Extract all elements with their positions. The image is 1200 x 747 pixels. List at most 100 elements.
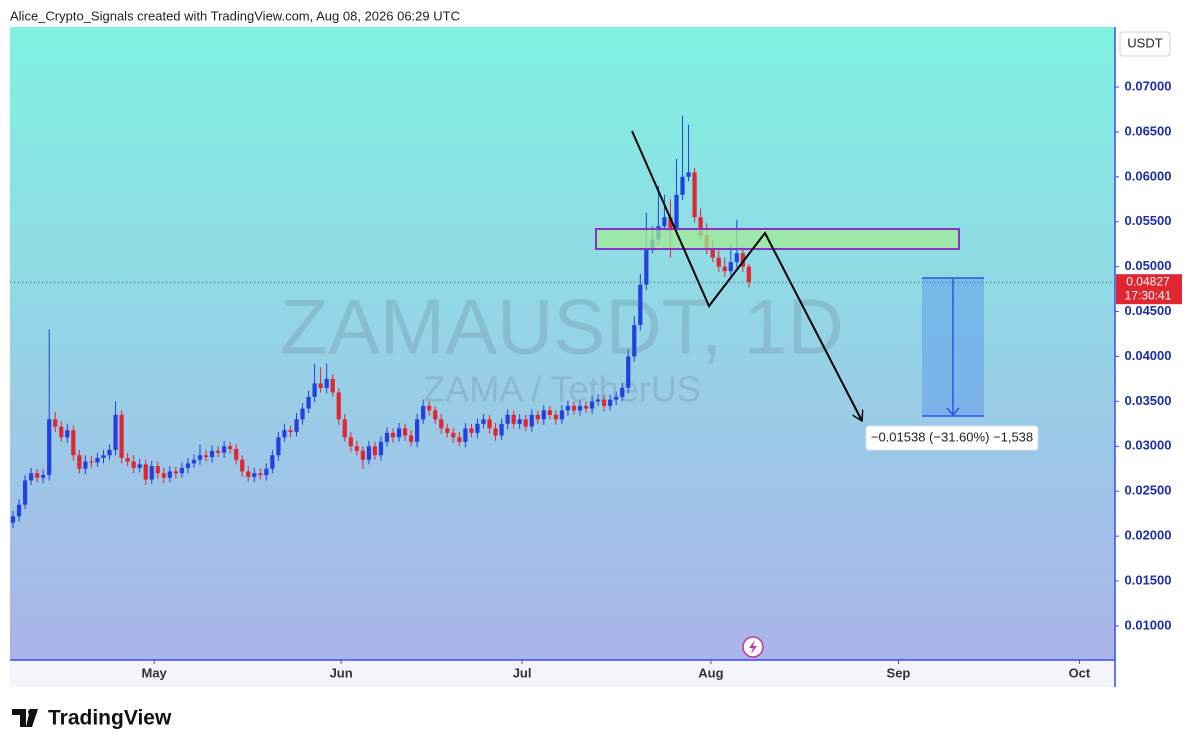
x-tick-label: Aug: [698, 665, 723, 680]
candle-body: [354, 446, 359, 451]
candle-body: [10, 516, 16, 523]
candle-body: [240, 459, 245, 472]
candle-body: [306, 396, 311, 409]
candle-body: [602, 399, 607, 406]
candle-body: [734, 253, 739, 263]
candle-body: [595, 399, 601, 402]
candle-body: [384, 432, 390, 442]
candle-body: [360, 450, 365, 460]
x-tick-label: Jun: [330, 665, 353, 680]
candle-body: [16, 504, 22, 517]
candle-body: [246, 471, 251, 477]
candle-body: [481, 419, 486, 424]
candle-body: [143, 464, 148, 480]
candle-body: [457, 437, 462, 442]
candle-body: [626, 356, 631, 388]
x-tick-label: Sep: [887, 665, 911, 680]
candle-body: [336, 392, 341, 420]
y-tick-label: 0.06500: [1125, 123, 1172, 138]
candle-body: [35, 473, 40, 478]
candle-body: [517, 419, 522, 424]
candle-body: [559, 410, 565, 420]
candle-body: [728, 262, 733, 272]
candle-body: [95, 457, 100, 463]
candle-body: [179, 467, 185, 474]
candle-body: [740, 253, 745, 267]
candle-body: [161, 473, 166, 478]
candle-body: [83, 461, 88, 469]
y-tick-label: 0.03000: [1125, 438, 1172, 453]
candle-body: [686, 172, 691, 177]
y-tick-label: 0.02000: [1125, 528, 1172, 543]
y-tick-label: 0.03500: [1125, 393, 1172, 408]
y-tick-label: 0.04500: [1125, 303, 1172, 318]
candle-body: [421, 405, 426, 420]
resistance-zone: [595, 228, 960, 250]
candle-body: [209, 450, 215, 458]
candle-body: [638, 284, 643, 326]
candle-body: [451, 432, 456, 438]
candle-body: [228, 446, 233, 449]
candle-body: [433, 410, 438, 420]
candle-body: [167, 471, 172, 478]
candle-body: [547, 410, 552, 415]
candle-body: [710, 248, 715, 258]
candle-body: [445, 428, 450, 433]
candle-body: [716, 257, 721, 267]
y-tick-label: 0.01000: [1125, 617, 1172, 632]
candle-body: [342, 419, 347, 438]
candle-body: [300, 408, 305, 420]
currency-box[interactable]: [1119, 31, 1171, 57]
currency: USDT: [1127, 35, 1162, 50]
candle-body: [107, 449, 112, 456]
candle-body: [583, 405, 589, 409]
candle-body: [553, 414, 558, 420]
candle-body: [330, 378, 335, 393]
candle-body: [475, 423, 480, 433]
candle-body: [252, 473, 257, 477]
candle-body: [493, 428, 498, 436]
measure-label: −0.01538 (−31.60%) −1,538: [871, 429, 1033, 444]
candle-body: [89, 461, 94, 463]
candle-body: [28, 473, 34, 481]
candle-body: [372, 446, 378, 456]
candle-body: [535, 414, 540, 420]
candle-body: [390, 432, 396, 438]
candle-body: [137, 464, 142, 468]
candle-body: [463, 428, 468, 442]
candle-body: [439, 419, 444, 429]
candle-body: [203, 455, 209, 458]
candle-body: [408, 435, 414, 442]
last-price-box: [1116, 274, 1182, 305]
y-tick-label: 0.04000: [1125, 348, 1172, 363]
countdown: 17:30:41: [1125, 288, 1172, 302]
candle-body: [173, 471, 178, 474]
x-tick-label: May: [142, 665, 168, 680]
candle-body: [378, 441, 384, 456]
candle-body: [614, 396, 619, 400]
last-price-label: 0.04827: [1126, 274, 1170, 288]
candle-body: [529, 414, 534, 427]
candle-body: [608, 399, 613, 406]
candle-body: [318, 383, 323, 388]
candle-body: [77, 455, 82, 469]
candle-body: [258, 473, 263, 476]
candle-body: [523, 419, 528, 427]
candle-body: [565, 405, 571, 411]
projection-path: [631, 130, 862, 421]
candle-body: [294, 419, 299, 432]
candle-body: [541, 410, 546, 420]
candle-body: [415, 419, 420, 442]
y-tick-label: 0.07000: [1125, 78, 1172, 93]
candle-body: [264, 468, 269, 476]
candle-body: [644, 248, 649, 285]
candle-body: [324, 378, 329, 388]
candle-body: [155, 466, 160, 474]
candle-body: [620, 387, 625, 397]
candle-body: [41, 475, 46, 478]
candle-body: [668, 217, 673, 231]
candle-body: [149, 466, 154, 480]
candle-body: [698, 217, 703, 236]
y-tick-label: 0.06000: [1125, 168, 1172, 183]
candle-body: [222, 446, 227, 453]
